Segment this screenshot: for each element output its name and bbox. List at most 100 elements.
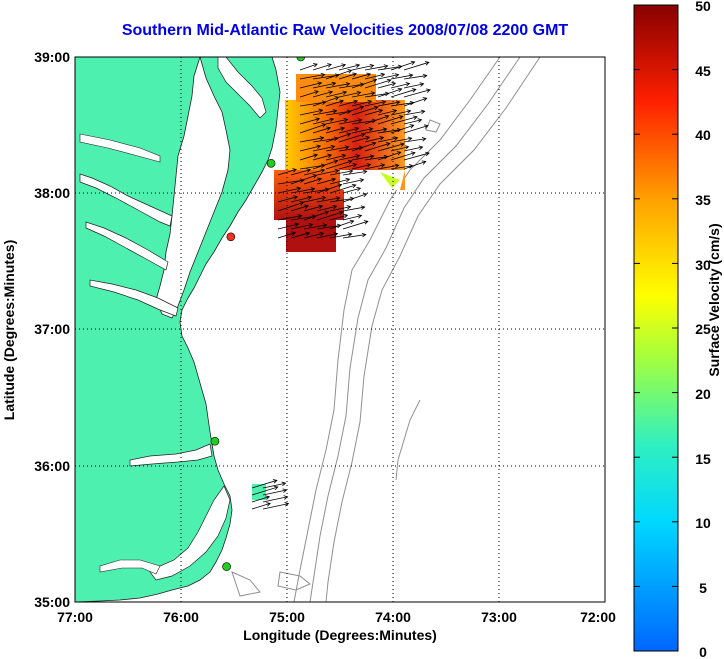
velocity-arrow [312, 146, 335, 152]
velocity-arrow-head [359, 105, 365, 110]
x-tick-label: 77:00 [57, 609, 93, 625]
velocity-arrow [303, 169, 325, 176]
velocity-arrow [342, 187, 361, 194]
velocity-arrow-head [356, 90, 362, 96]
velocity-arrow [316, 205, 337, 212]
velocity-arrow-head [326, 126, 331, 131]
velocity-arrow-head [413, 115, 418, 120]
velocity-arrow [251, 479, 277, 489]
velocity-arrow [299, 123, 326, 134]
velocity-arrow [338, 155, 360, 161]
velocity-arrow [325, 119, 348, 125]
velocity-arrow-head [422, 97, 428, 102]
velocity-arrow [303, 205, 323, 212]
velocity-arrow [342, 215, 362, 221]
velocity-arrow [390, 124, 414, 134]
colorbar-tick-label: 20 [695, 386, 711, 402]
velocity-arrow [342, 193, 367, 203]
velocity-arrow [325, 146, 349, 152]
colorbar-tick-label: 45 [695, 63, 711, 79]
velocity-arrow [338, 64, 360, 71]
velocity-arrow [364, 137, 384, 143]
velocity-arrow-head [356, 186, 362, 192]
velocity-arrow [338, 133, 365, 143]
velocity-arrow [377, 115, 403, 125]
velocity-arrow [342, 171, 367, 176]
velocity-arrow [262, 503, 289, 510]
velocity-arrow-head [307, 195, 313, 201]
radar-station-marker [226, 232, 236, 242]
velocity-arrow-head [312, 174, 318, 179]
velocity-arrow-head [317, 81, 323, 86]
velocity-arrow [325, 110, 351, 116]
velocity-arrow [364, 101, 386, 107]
radar-station-marker [266, 158, 276, 168]
velocity-arrow [351, 128, 373, 134]
velocity-arrow [351, 136, 370, 143]
velocity-arrow-head [299, 201, 305, 206]
velocity-arrow [390, 61, 415, 71]
velocity-arrow [312, 160, 338, 170]
velocity-arrow-head [424, 61, 430, 66]
velocity-arrow [403, 110, 425, 116]
velocity-arrow-head [398, 115, 404, 120]
velocity-arrow [338, 100, 358, 107]
radar-station-marker [296, 57, 306, 62]
velocity-arrow-head [329, 117, 335, 123]
velocity-arrow-head [334, 96, 340, 101]
velocity-arrow-head [380, 72, 386, 78]
velocity-arrow [342, 206, 365, 212]
velocity-arrow [290, 188, 315, 194]
velocity-arrow-head [385, 142, 391, 147]
velocity-arrow [351, 79, 377, 89]
velocity-arrow [299, 82, 322, 89]
colorbar-tick-label: 25 [695, 321, 711, 337]
velocity-arrow [251, 503, 271, 510]
velocity-arrow [377, 151, 401, 161]
velocity-arrow-head [320, 72, 326, 78]
velocity-arrow [364, 156, 388, 161]
velocity-arrow-head [321, 123, 327, 128]
velocity-arrow-head [422, 73, 428, 79]
velocity-arrow [377, 143, 405, 152]
velocity-arrow-head [315, 117, 321, 122]
velocity-arrow [403, 61, 429, 71]
velocity-arrow [312, 96, 339, 107]
velocity-arrow-head [265, 495, 270, 500]
velocity-arrow-head [386, 78, 392, 84]
velocity-field-top [296, 74, 376, 102]
velocity-arrow [299, 145, 321, 152]
velocity-arrow-head [348, 169, 354, 174]
velocity-arrow [364, 93, 389, 98]
velocity-arrow-head [384, 114, 390, 120]
velocity-arrow-head [283, 495, 289, 500]
colorbar-tick-label: 0 [699, 644, 707, 659]
velocity-arrow-head [418, 145, 424, 150]
velocity-arrow-head [369, 154, 375, 159]
velocity-arrow [338, 73, 357, 80]
y-tick-label: 36:00 [34, 458, 70, 474]
velocity-arrow-head [293, 195, 299, 200]
velocity-arrow-head [381, 100, 387, 105]
velocity-arrow [364, 164, 385, 170]
velocity-arrow [390, 88, 416, 98]
x-tick-label: 75:00 [269, 609, 305, 625]
velocity-arrow-head [392, 109, 398, 114]
velocity-arrow-head [411, 88, 417, 93]
velocity-arrow [338, 163, 357, 170]
velocity-arrow-head [362, 192, 368, 198]
colorbar-tick-label: 30 [695, 257, 711, 273]
velocity-arrow [262, 482, 286, 489]
velocity-arrow-head [345, 82, 351, 87]
velocity-arrow-head [423, 124, 429, 129]
velocity-arrow-head [357, 118, 363, 123]
velocity-arrow [290, 174, 317, 185]
velocity-arrow [299, 118, 320, 125]
velocity-arrow [325, 83, 350, 89]
velocity-arrow-head [405, 82, 411, 87]
velocity-arrow [390, 165, 413, 170]
velocity-arrow-head [322, 223, 328, 228]
potomac-river [79, 173, 173, 227]
velocity-arrow-head [347, 159, 353, 165]
velocity-arrow-head [292, 168, 297, 173]
